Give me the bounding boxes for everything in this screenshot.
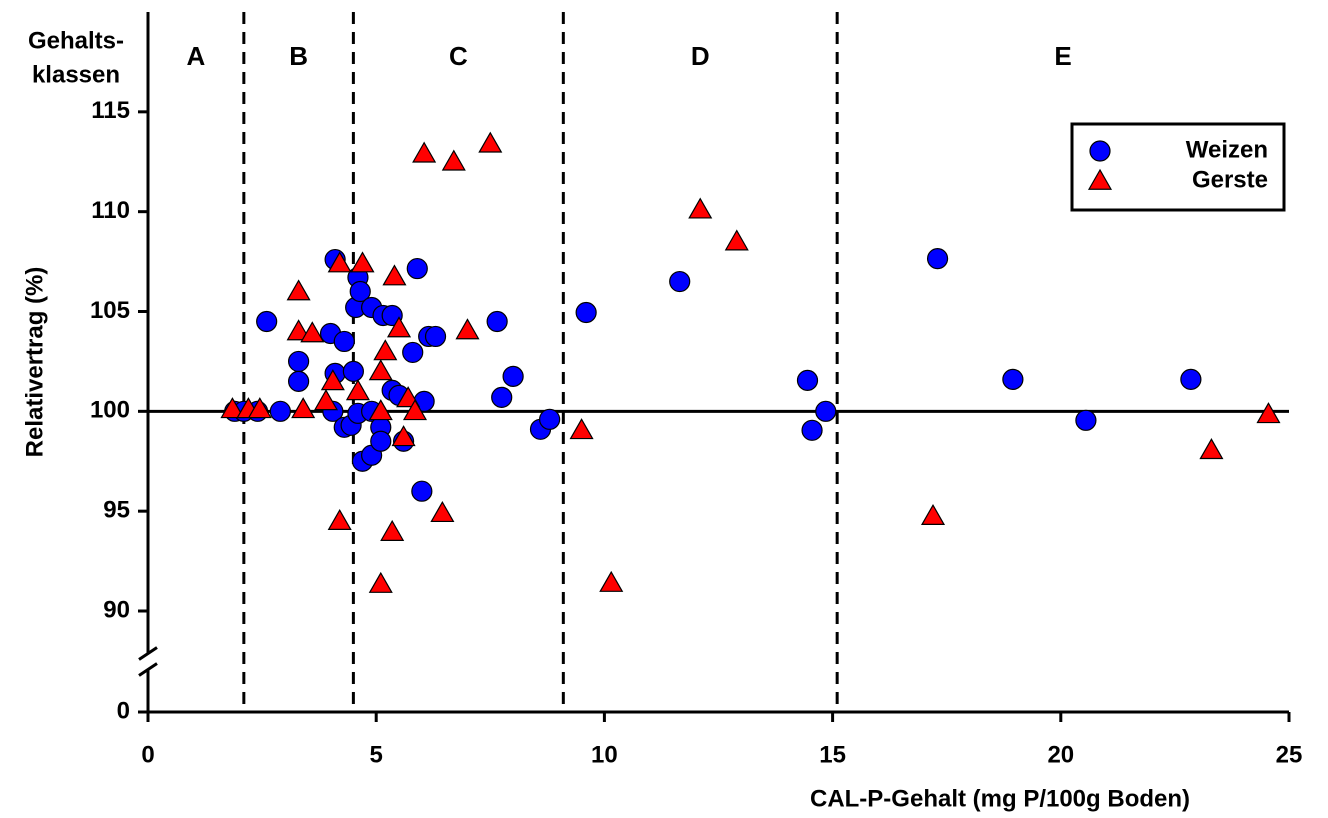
x-tick-label: 5 (370, 741, 383, 768)
data-point (502, 365, 524, 387)
data-point (327, 508, 352, 531)
data-point (350, 251, 375, 273)
x-axis-label: CAL-P-Gehalt (mg P/100g Boden) (810, 785, 1190, 812)
data-point (569, 418, 594, 440)
class-title: klassen (32, 61, 120, 88)
axis-break (138, 646, 158, 661)
data-point (373, 339, 398, 361)
axis-break (138, 662, 158, 677)
data-point (327, 251, 352, 273)
legend-label: Weizen (1186, 136, 1268, 163)
data-point (441, 149, 466, 171)
y-tick-label: 105 (90, 297, 130, 324)
data-point (269, 400, 291, 422)
data-point (382, 264, 407, 286)
data-point (320, 369, 345, 391)
data-point (402, 399, 428, 421)
data-point (286, 319, 311, 341)
data-point (286, 279, 311, 301)
data-point (688, 197, 713, 219)
data-point (342, 360, 364, 382)
data-point (370, 430, 392, 452)
data-point (368, 359, 393, 381)
legend-box (1070, 122, 1286, 212)
x-tick-label: 25 (1276, 741, 1303, 768)
data-point (478, 131, 503, 153)
data-point (1180, 368, 1202, 390)
data-point (256, 310, 278, 333)
data-point (669, 270, 691, 293)
data-point (411, 480, 433, 502)
class-title: Gehalts- (28, 27, 124, 54)
y-tick-label: 0 (117, 697, 130, 724)
class-label: C (449, 41, 468, 71)
y-tick-label: 100 (90, 397, 130, 424)
class-label: E (1054, 41, 1071, 71)
legend-marker (1087, 168, 1113, 190)
data-point (220, 397, 245, 419)
data-point (491, 386, 513, 408)
data-point (575, 301, 597, 324)
data-point (1256, 402, 1281, 424)
data-point (412, 141, 437, 163)
data-point (333, 330, 355, 353)
data-point (920, 503, 946, 526)
data-point (247, 397, 272, 419)
data-point (1002, 368, 1024, 390)
data-point (300, 321, 325, 343)
data-point (486, 310, 508, 333)
data-point (368, 399, 393, 421)
y-tick-label: 95 (103, 497, 130, 524)
legend-label: Gerste (1192, 166, 1268, 193)
data-point (724, 229, 749, 251)
class-label: D (691, 41, 710, 71)
data-point (1199, 438, 1224, 460)
x-tick-label: 0 (141, 741, 154, 768)
y-tick-label: 115 (91, 97, 130, 124)
data-point (1075, 409, 1097, 431)
data-point (402, 341, 424, 364)
data-point (380, 519, 405, 541)
data-point (926, 247, 949, 270)
y-tick-label: 110 (91, 197, 130, 224)
data-point (796, 369, 819, 391)
data-point (345, 379, 370, 401)
y-tick-label: 90 (103, 596, 130, 623)
x-tick-label: 15 (819, 741, 846, 768)
data-point (815, 400, 837, 422)
data-point (430, 500, 455, 523)
class-label: B (289, 41, 308, 71)
data-point (599, 570, 624, 592)
data-point (368, 571, 393, 593)
data-point (291, 397, 316, 419)
y-axis-label: Relativertrag (%) (21, 267, 48, 458)
data-point (801, 419, 823, 441)
data-point (455, 318, 480, 340)
data-point (424, 325, 447, 348)
data-point (313, 389, 339, 411)
data-point (539, 408, 561, 430)
x-tick-label: 20 (1047, 741, 1074, 768)
data-point (391, 425, 416, 447)
class-label: A (187, 41, 206, 71)
data-point (288, 350, 310, 373)
legend-marker (1089, 140, 1111, 162)
data-point (406, 257, 428, 280)
data-point (386, 316, 412, 338)
data-point (288, 370, 310, 392)
data-point (349, 280, 371, 303)
x-tick-label: 10 (591, 741, 618, 768)
